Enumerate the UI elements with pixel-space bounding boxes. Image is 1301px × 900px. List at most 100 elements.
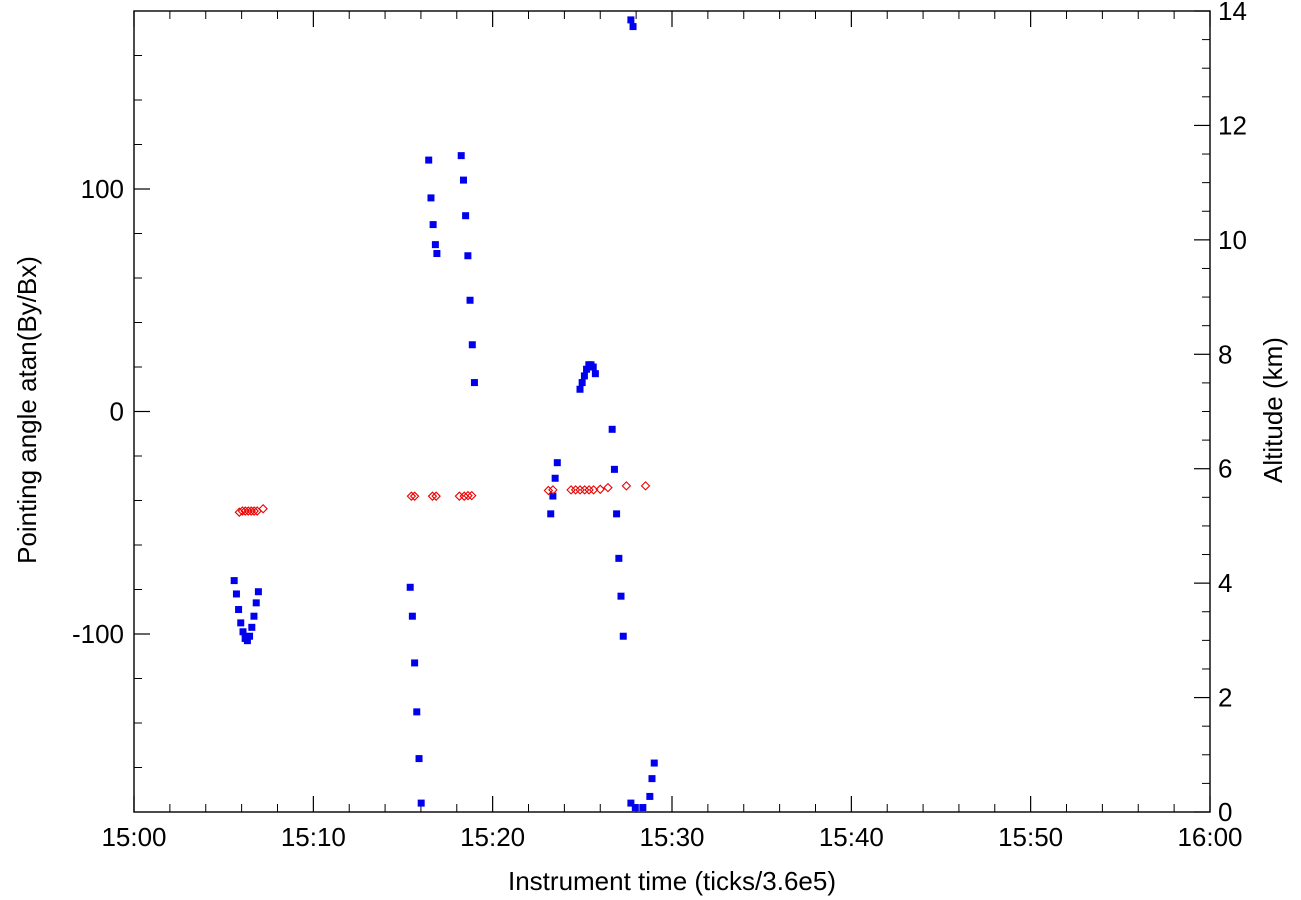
x-tick-label: 15:00 — [101, 822, 166, 852]
altitude-point — [575, 485, 585, 495]
pointing-angle-point — [459, 176, 467, 184]
y-axis-label: Pointing angle atan(By/Bx) — [12, 256, 42, 564]
x-tick-label: 15:10 — [281, 822, 346, 852]
pointing-angle-point — [239, 628, 247, 636]
y2-tick-label: 0 — [1218, 797, 1232, 827]
y2-tick-label: 8 — [1218, 339, 1232, 369]
altitude-point — [466, 490, 477, 501]
pointing-angle-point — [468, 341, 476, 349]
altitude-point — [566, 485, 576, 495]
pointing-angle-point — [583, 365, 591, 373]
y2-tick-label: 12 — [1218, 110, 1247, 140]
altitude-point — [463, 490, 473, 501]
pointing-angle-point — [408, 612, 416, 620]
pointing-angle-point — [615, 554, 623, 562]
altitude-point — [258, 503, 268, 514]
pointing-angle-point — [252, 599, 260, 607]
pointing-angle-point — [608, 425, 616, 433]
pointing-angle-point — [639, 804, 647, 812]
pointing-angle-point — [551, 474, 559, 482]
altitude-point — [454, 491, 465, 501]
altitude-point — [543, 485, 554, 496]
pointing-angle-point — [627, 799, 635, 807]
x-tick-label: 16:00 — [1177, 822, 1242, 852]
y-tick-label: 100 — [81, 174, 124, 204]
pointing-angle-point — [457, 152, 465, 160]
y2-tick-label: 2 — [1218, 683, 1232, 713]
y-tick-label: 0 — [110, 397, 124, 427]
pointing-angle-point — [619, 632, 627, 640]
pointing-angle-point — [415, 755, 423, 763]
altitude-point — [579, 485, 590, 495]
pointing-angle-point — [248, 623, 256, 631]
pointing-angle-point — [627, 16, 635, 24]
pointing-angle-point — [470, 379, 478, 387]
x-axis-label: Instrument time (ticks/3.6e5) — [508, 866, 836, 896]
altitude-point — [640, 481, 651, 491]
pointing-angle-point — [591, 370, 599, 378]
y2-tick-label: 6 — [1218, 454, 1232, 484]
pointing-angle-point — [553, 459, 561, 467]
pointing-angle-point — [232, 590, 240, 598]
y2-tick-label: 14 — [1218, 0, 1247, 26]
pointing-angle-point — [576, 385, 584, 393]
pointing-angle-point — [464, 252, 472, 260]
altitude-point — [409, 491, 420, 501]
pointing-angle-point — [425, 156, 433, 164]
pointing-angle-point — [254, 588, 262, 596]
altitude-point — [603, 482, 613, 493]
altitude-point — [595, 484, 606, 495]
plot-frame — [133, 10, 1211, 813]
pointing-angle-point — [650, 759, 658, 767]
pointing-angle-point — [547, 510, 555, 518]
pointing-angle-point — [406, 583, 414, 591]
pointing-angle-point — [413, 708, 421, 716]
altitude-point — [243, 506, 254, 516]
pointing-angle-point — [230, 577, 238, 585]
pointing-angle-point — [578, 379, 586, 387]
pointing-angle-point — [648, 775, 656, 783]
pointing-angle-point — [629, 23, 637, 31]
pointing-angle-point — [429, 221, 437, 229]
altitude-point — [427, 491, 438, 501]
pointing-angle-point — [431, 241, 439, 249]
altitude-point — [249, 506, 259, 516]
marks-layer — [230, 16, 658, 812]
pointing-angle-point — [417, 799, 425, 807]
pointing-angle-point — [613, 510, 621, 518]
pointing-angle-point — [235, 606, 243, 614]
pointing-angle-point — [466, 296, 474, 304]
x-tick-label: 15:20 — [460, 822, 525, 852]
y2-tick-label: 4 — [1218, 568, 1232, 598]
y-tick-label: -100 — [72, 619, 124, 649]
pointing-angle-point — [237, 619, 245, 627]
altitude-point — [431, 491, 441, 501]
altitude-point — [584, 485, 594, 495]
pointing-angle-point — [589, 363, 597, 371]
pointing-angle-point — [427, 194, 435, 202]
axes-layer: 15:00 15:10 15:20 15:30 15:40 15:50 16:00 -100 0… — [72, 0, 1247, 852]
pointing-angle-point — [250, 612, 258, 620]
pointing-angle-point — [411, 659, 419, 667]
y2-axis-label: Altitude (km) — [1258, 337, 1288, 483]
pointing-angle-point — [462, 212, 470, 220]
x-tick-label: 15:50 — [998, 822, 1063, 852]
altitude-point — [570, 485, 581, 495]
pointing-angle-point — [610, 465, 618, 473]
x-tick-label: 15:30 — [639, 822, 704, 852]
altitude-point — [459, 491, 470, 501]
altitude-point — [406, 491, 417, 501]
pointing-angle-point — [243, 637, 251, 645]
x-tick-label: 15:40 — [819, 822, 884, 852]
pointing-angle-point — [580, 372, 588, 380]
altitude-point — [548, 485, 558, 495]
y2-tick-label: 10 — [1218, 225, 1247, 255]
pointing-angle-point — [549, 492, 557, 500]
altitude-point — [621, 481, 632, 491]
pointing-angle-point — [646, 792, 654, 800]
pointing-angle-point — [433, 250, 441, 258]
pointing-angle-point — [617, 592, 625, 600]
pointing-angle-point — [631, 804, 639, 812]
pointing-angle-point — [246, 632, 254, 640]
